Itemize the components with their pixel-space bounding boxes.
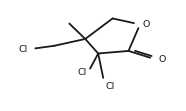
Text: O: O (143, 20, 150, 29)
Text: Cl: Cl (77, 68, 86, 77)
Text: O: O (158, 55, 166, 64)
Text: Cl: Cl (106, 82, 115, 91)
Text: Cl: Cl (18, 45, 27, 54)
